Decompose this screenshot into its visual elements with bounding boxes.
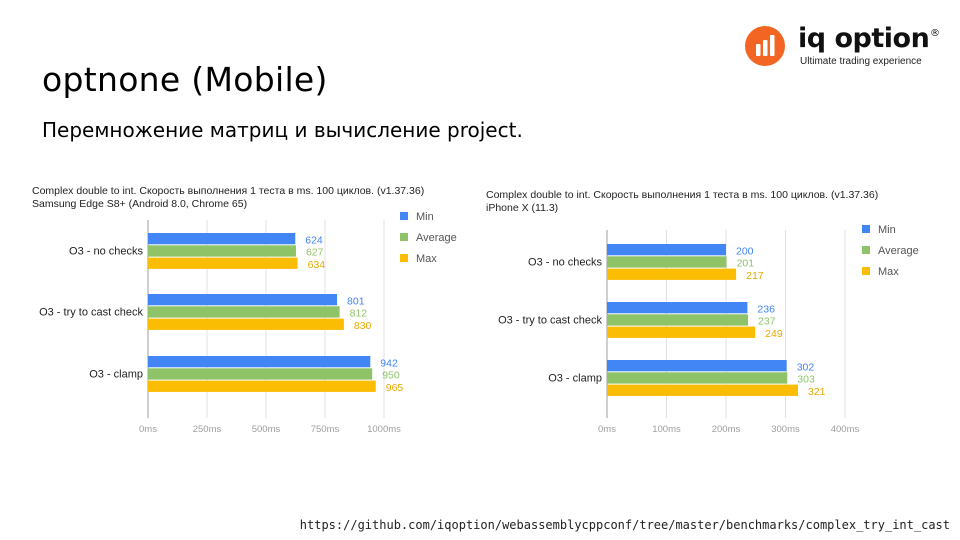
x-tick-label: 200ms <box>712 424 741 435</box>
bar-average <box>607 256 727 268</box>
bar-min <box>148 233 296 245</box>
bar-max <box>607 326 756 338</box>
bar-average <box>148 306 340 318</box>
data-label: 624 <box>305 234 323 246</box>
chart-samsung-plot: 0ms 250ms 500ms 750ms 1000ms O3 - no checks 62… <box>39 211 457 435</box>
data-label: 801 <box>347 295 365 307</box>
x-tick-label: 0ms <box>598 424 616 435</box>
legend-swatch <box>400 233 408 241</box>
chart-title: Complex double to int. Скорость выполнен… <box>486 189 879 201</box>
logo-tagline: Ultimate trading experience <box>800 56 922 67</box>
bar-min <box>607 360 787 372</box>
data-label: 965 <box>386 382 404 394</box>
bar-average <box>148 245 296 257</box>
legend-label: Min <box>878 224 896 236</box>
chart-iphone-plot: 0ms 100ms 200ms 300ms 400ms O3 - no checks 200… <box>498 224 919 435</box>
data-label: 830 <box>354 320 372 332</box>
legend-label: Max <box>416 253 437 265</box>
x-tick-label: 0ms <box>139 424 157 435</box>
chart-title: Complex double to int. Скорость выполнен… <box>32 185 425 197</box>
bar-max <box>607 384 798 396</box>
legend-label: Min <box>416 211 434 223</box>
source-link[interactable]: https://github.com/iqoption/webassemblyc… <box>299 518 950 532</box>
legend-label: Average <box>878 245 919 257</box>
logo-registered-mark: ® <box>930 28 940 39</box>
x-tick-label: 1000ms <box>367 424 401 435</box>
data-label: 302 <box>797 361 815 373</box>
bar-average <box>148 368 373 380</box>
bar-average <box>607 314 749 326</box>
data-label: 812 <box>350 308 368 320</box>
x-tick-label: 400ms <box>831 424 860 435</box>
data-label: 237 <box>758 316 776 328</box>
legend-label: Max <box>878 266 899 278</box>
chart-samsung: Complex double to int. Скорость выполнен… <box>32 185 424 211</box>
slide-title: optnone (Mobile) <box>42 60 328 99</box>
data-label: 950 <box>382 370 400 382</box>
chart-iphone: Complex double to int. Скорость выполнен… <box>486 189 878 215</box>
legend-swatch <box>862 267 870 275</box>
data-label: 634 <box>308 259 326 271</box>
legend-swatch <box>862 246 870 254</box>
x-tick-label: 300ms <box>771 424 800 435</box>
logo-icon <box>745 26 785 66</box>
data-label: 200 <box>736 245 754 257</box>
bar-min <box>607 244 726 256</box>
legend-swatch <box>862 225 870 233</box>
data-label: 201 <box>737 258 755 270</box>
category-label: O3 - try to cast check <box>39 306 143 318</box>
data-label: 249 <box>765 328 783 340</box>
bar-max <box>148 380 376 392</box>
data-label: 217 <box>746 270 764 282</box>
legend-swatch <box>400 212 408 220</box>
x-tick-label: 100ms <box>652 424 681 435</box>
chart-subtitle: Samsung Edge S8+ (Android 8.0, Chrome 65… <box>32 198 248 210</box>
bar-min <box>148 294 338 306</box>
bar-max <box>148 257 298 269</box>
x-tick-label: 750ms <box>311 424 340 435</box>
x-tick-label: 500ms <box>252 424 281 435</box>
x-tick-label: 250ms <box>193 424 222 435</box>
data-label: 236 <box>757 303 775 315</box>
bar-min <box>607 302 748 314</box>
brand-logo: iq option ® Ultimate trading experience <box>744 23 944 75</box>
bar-max <box>148 318 344 330</box>
data-label: 627 <box>306 247 324 259</box>
category-label: O3 - clamp <box>89 368 143 380</box>
data-label: 321 <box>808 386 826 398</box>
bar-average <box>607 372 788 384</box>
bar-min <box>148 356 371 368</box>
slide-subtitle: Перемножение матриц и вычисление project… <box>42 118 523 142</box>
category-label: O3 - try to cast check <box>498 314 602 326</box>
category-label: O3 - no checks <box>528 256 602 268</box>
category-label: O3 - no checks <box>69 245 143 257</box>
legend-swatch <box>400 254 408 262</box>
legend-label: Average <box>416 232 457 244</box>
data-label: 942 <box>380 357 398 369</box>
data-label: 303 <box>797 374 815 386</box>
chart-subtitle: iPhone X (11.3) <box>486 202 559 214</box>
bar-max <box>607 268 737 280</box>
category-label: O3 - clamp <box>548 372 602 384</box>
logo-wordmark: iq option <box>798 23 930 54</box>
